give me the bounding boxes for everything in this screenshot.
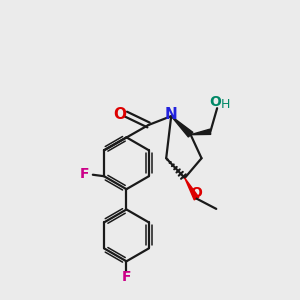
- Text: F: F: [80, 167, 90, 181]
- Polygon shape: [190, 129, 211, 135]
- Text: H: H: [221, 98, 230, 111]
- Text: O: O: [190, 186, 202, 200]
- Text: F: F: [122, 271, 131, 284]
- Polygon shape: [185, 178, 199, 200]
- Text: O: O: [113, 106, 126, 122]
- Text: N: N: [165, 107, 178, 122]
- Polygon shape: [171, 116, 193, 137]
- Text: O: O: [210, 95, 222, 109]
